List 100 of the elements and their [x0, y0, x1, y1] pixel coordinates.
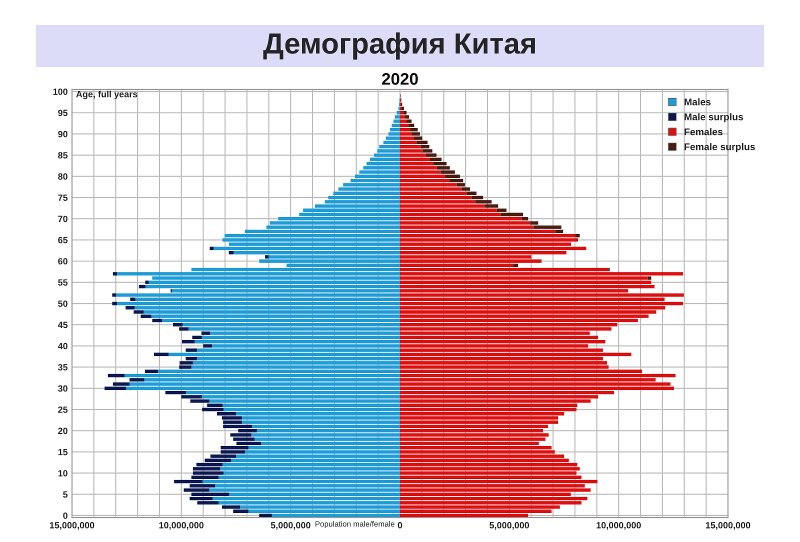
- bar: [400, 166, 437, 170]
- bar: [420, 144, 430, 148]
- bar: [392, 124, 400, 128]
- bar: [259, 259, 400, 263]
- x-tick-label: 5,000,000: [270, 522, 310, 530]
- x-tick-label: 5,000,000: [490, 522, 530, 530]
- bar: [412, 132, 420, 136]
- bar: [112, 293, 116, 297]
- bar: [400, 234, 576, 238]
- x-tick-label: 10,000,000: [159, 522, 204, 530]
- bar: [374, 153, 400, 157]
- bar: [400, 340, 606, 344]
- bar: [400, 153, 426, 157]
- y-tick-label: 40: [58, 342, 68, 350]
- bar: [386, 136, 400, 140]
- y-tick-label: 35: [58, 364, 68, 370]
- legend-label: Female surplus: [684, 143, 755, 152]
- bar: [416, 140, 428, 144]
- bar: [377, 149, 400, 153]
- y-tick-label: 0: [63, 512, 68, 519]
- x-tick-label: 15,000,000: [50, 522, 94, 530]
- chart-title: Демография Китая: [263, 32, 535, 60]
- bar: [194, 340, 400, 344]
- y-tick-label: 10: [58, 470, 68, 476]
- bar: [400, 433, 549, 437]
- bar: [400, 352, 632, 356]
- bar: [145, 280, 149, 284]
- bar: [383, 140, 400, 144]
- bar: [214, 246, 400, 250]
- bar: [400, 467, 580, 471]
- x-tick-label: 15,000,000: [706, 522, 750, 530]
- bar: [192, 467, 220, 471]
- bar: [108, 374, 124, 378]
- y-tick-label: 75: [58, 194, 68, 201]
- bar: [148, 280, 400, 284]
- bar: [265, 255, 269, 259]
- bar: [393, 120, 400, 123]
- bar: [396, 111, 400, 114]
- bar: [400, 374, 676, 378]
- y-tick-label: 55: [58, 279, 68, 286]
- bar: [126, 386, 400, 390]
- bar: [224, 234, 400, 238]
- bar: [202, 480, 400, 484]
- bar: [179, 365, 192, 369]
- legend-label: Females: [684, 128, 723, 136]
- bar: [222, 238, 400, 242]
- bar: [366, 162, 400, 166]
- bar: [422, 149, 432, 153]
- x-tick-label: 10,000,000: [596, 522, 641, 530]
- bar: [400, 462, 578, 466]
- bar: [400, 259, 541, 263]
- x-tick-label: 0: [398, 522, 402, 528]
- bar: [400, 158, 430, 162]
- bar: [130, 298, 136, 301]
- bar: [400, 446, 552, 450]
- bar: [400, 136, 414, 140]
- bar: [186, 348, 198, 352]
- y-tick-label: 20: [58, 428, 68, 434]
- bar: [400, 361, 608, 365]
- bar: [363, 166, 400, 170]
- bar: [145, 284, 400, 288]
- bar: [575, 234, 580, 238]
- bar: [400, 280, 652, 284]
- y-tick-label: 15: [58, 448, 68, 456]
- bar: [210, 246, 214, 250]
- bar: [251, 433, 400, 437]
- bar: [145, 370, 158, 374]
- bar: [192, 361, 400, 365]
- bar: [112, 272, 118, 276]
- bar: [303, 208, 400, 212]
- bar: [168, 352, 400, 356]
- y-tick-label: 100: [53, 88, 68, 95]
- bar: [648, 276, 652, 280]
- bar: [405, 115, 409, 119]
- bar: [248, 446, 400, 450]
- bar: [400, 272, 683, 276]
- bar: [259, 514, 272, 518]
- bar: [359, 170, 400, 174]
- bar: [400, 174, 446, 178]
- bar: [449, 178, 464, 182]
- y-tick-label: 90: [58, 130, 68, 138]
- bar: [388, 132, 400, 136]
- chart-subtitle: 2020: [382, 73, 418, 85]
- bar: [203, 344, 212, 348]
- bar: [400, 437, 546, 441]
- bar: [400, 124, 408, 128]
- legend-label: Male surplus: [684, 113, 744, 122]
- bar: [220, 467, 400, 471]
- y-tick-label: 25: [58, 406, 68, 413]
- bar: [534, 226, 562, 229]
- bar: [400, 128, 410, 132]
- bar: [403, 111, 407, 114]
- bar: [242, 420, 400, 424]
- y-tick-label: 70: [58, 216, 68, 222]
- y-tick-label: 50: [58, 300, 68, 307]
- bar: [138, 284, 146, 288]
- bar: [192, 471, 224, 475]
- bar: [354, 174, 400, 178]
- bar: [400, 111, 404, 114]
- legend-label: Males: [684, 98, 711, 106]
